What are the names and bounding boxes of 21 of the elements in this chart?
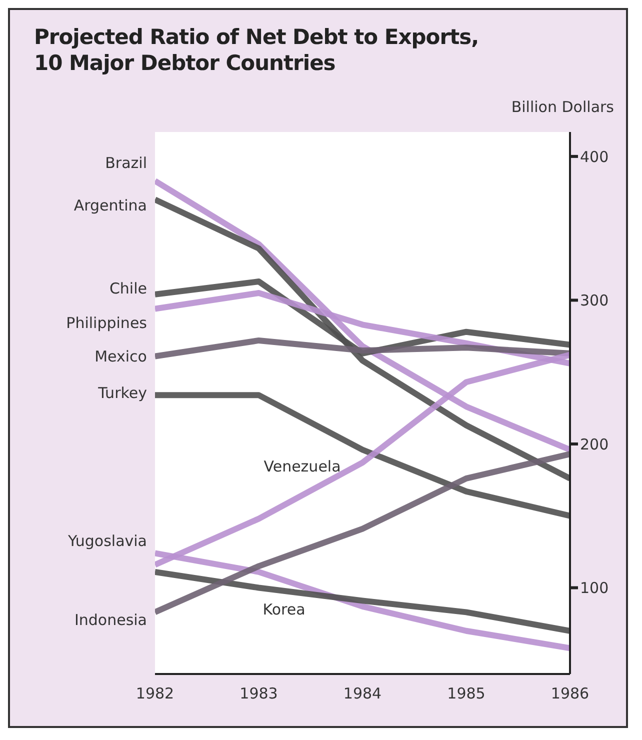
series-label: Korea: [262, 600, 306, 619]
series-label: Yugoslavia: [66, 532, 147, 550]
x-tick-label: 1986: [550, 684, 590, 703]
series-label: Chile: [109, 279, 147, 298]
y-tick-label: 100: [580, 579, 609, 598]
y-axis-title: Billion Dollars: [511, 98, 614, 116]
chart-title: Projected Ratio of Net Debt to Exports, 10 Major Debtor Countries: [34, 24, 479, 76]
series-label: Brazil: [105, 154, 147, 172]
x-tick-label: 1983: [240, 684, 278, 703]
series-label: Turkey: [97, 384, 148, 402]
y-tick-label: 200: [580, 435, 609, 454]
series-label: Mexico: [94, 347, 147, 366]
x-tick-label: 1984: [343, 684, 382, 703]
x-tick-label: 1982: [136, 684, 174, 703]
series-label: Argentina: [74, 196, 147, 215]
series-label: Venezuela: [264, 458, 341, 476]
x-tick-label: 1985: [447, 684, 486, 703]
y-tick-label: 400: [580, 148, 609, 166]
series-label: Indonesia: [74, 611, 147, 630]
y-tick-label: 300: [580, 292, 609, 310]
series-label: Philippines: [66, 314, 148, 332]
